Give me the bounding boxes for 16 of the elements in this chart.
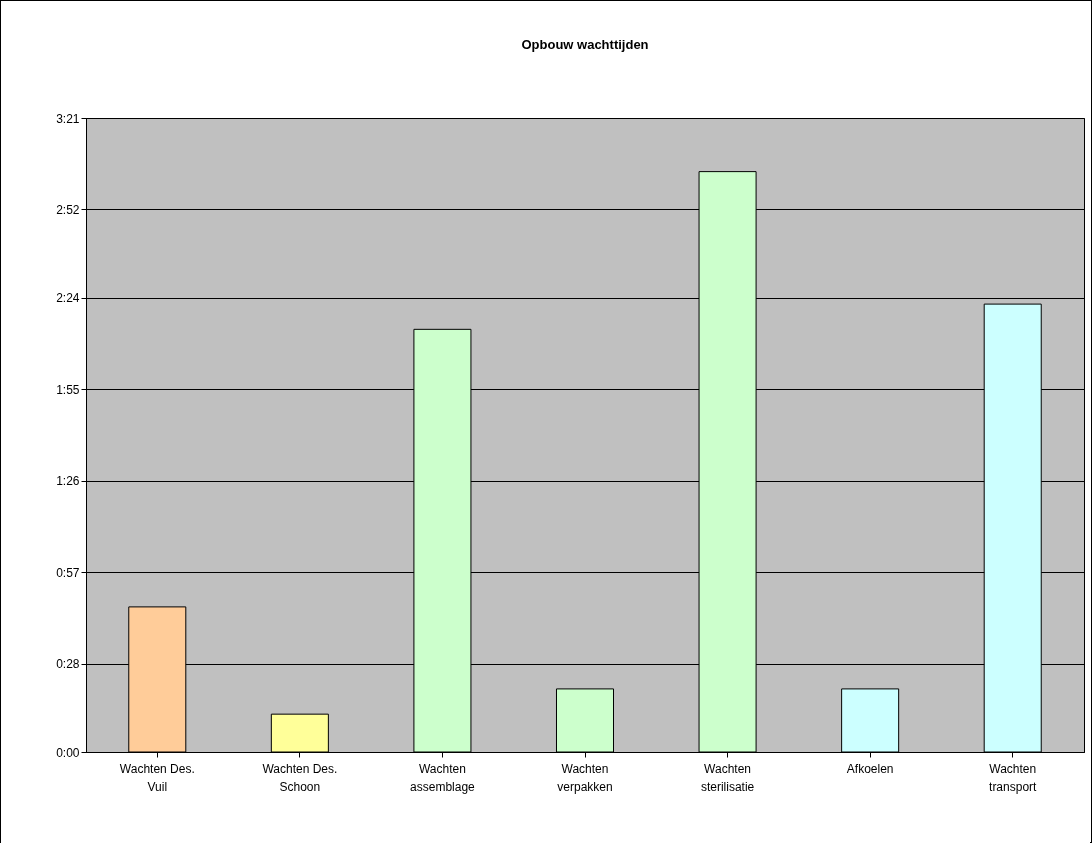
x-tick-label: Wachten verpakken [557,761,613,794]
y-tick-label: 3:21 [56,111,80,126]
x-tick-label: Wachten Des. Schoon [262,761,338,794]
x-tick-label: Afkoelen [846,761,894,776]
y-tick-label: 2:52 [56,202,80,217]
y-tick-label: 2:24 [56,291,80,306]
y-tick-label: 0:28 [56,657,80,672]
y-tick-label: 1:55 [56,382,80,397]
x-tick-label: Wachten assemblage [410,761,476,794]
chart-title: Opbouw wachttijden [521,37,649,52]
y-tick-label: 0:57 [56,565,80,580]
x-tick-label: Wachten sterilisatie [700,761,755,794]
y-tick-label: 1:26 [56,474,80,489]
x-tick-label: Wachten Des. Vuil [119,761,195,794]
x-tick-label: Wachten transport [989,761,1038,794]
y-tick-label: 0:00 [56,745,80,760]
